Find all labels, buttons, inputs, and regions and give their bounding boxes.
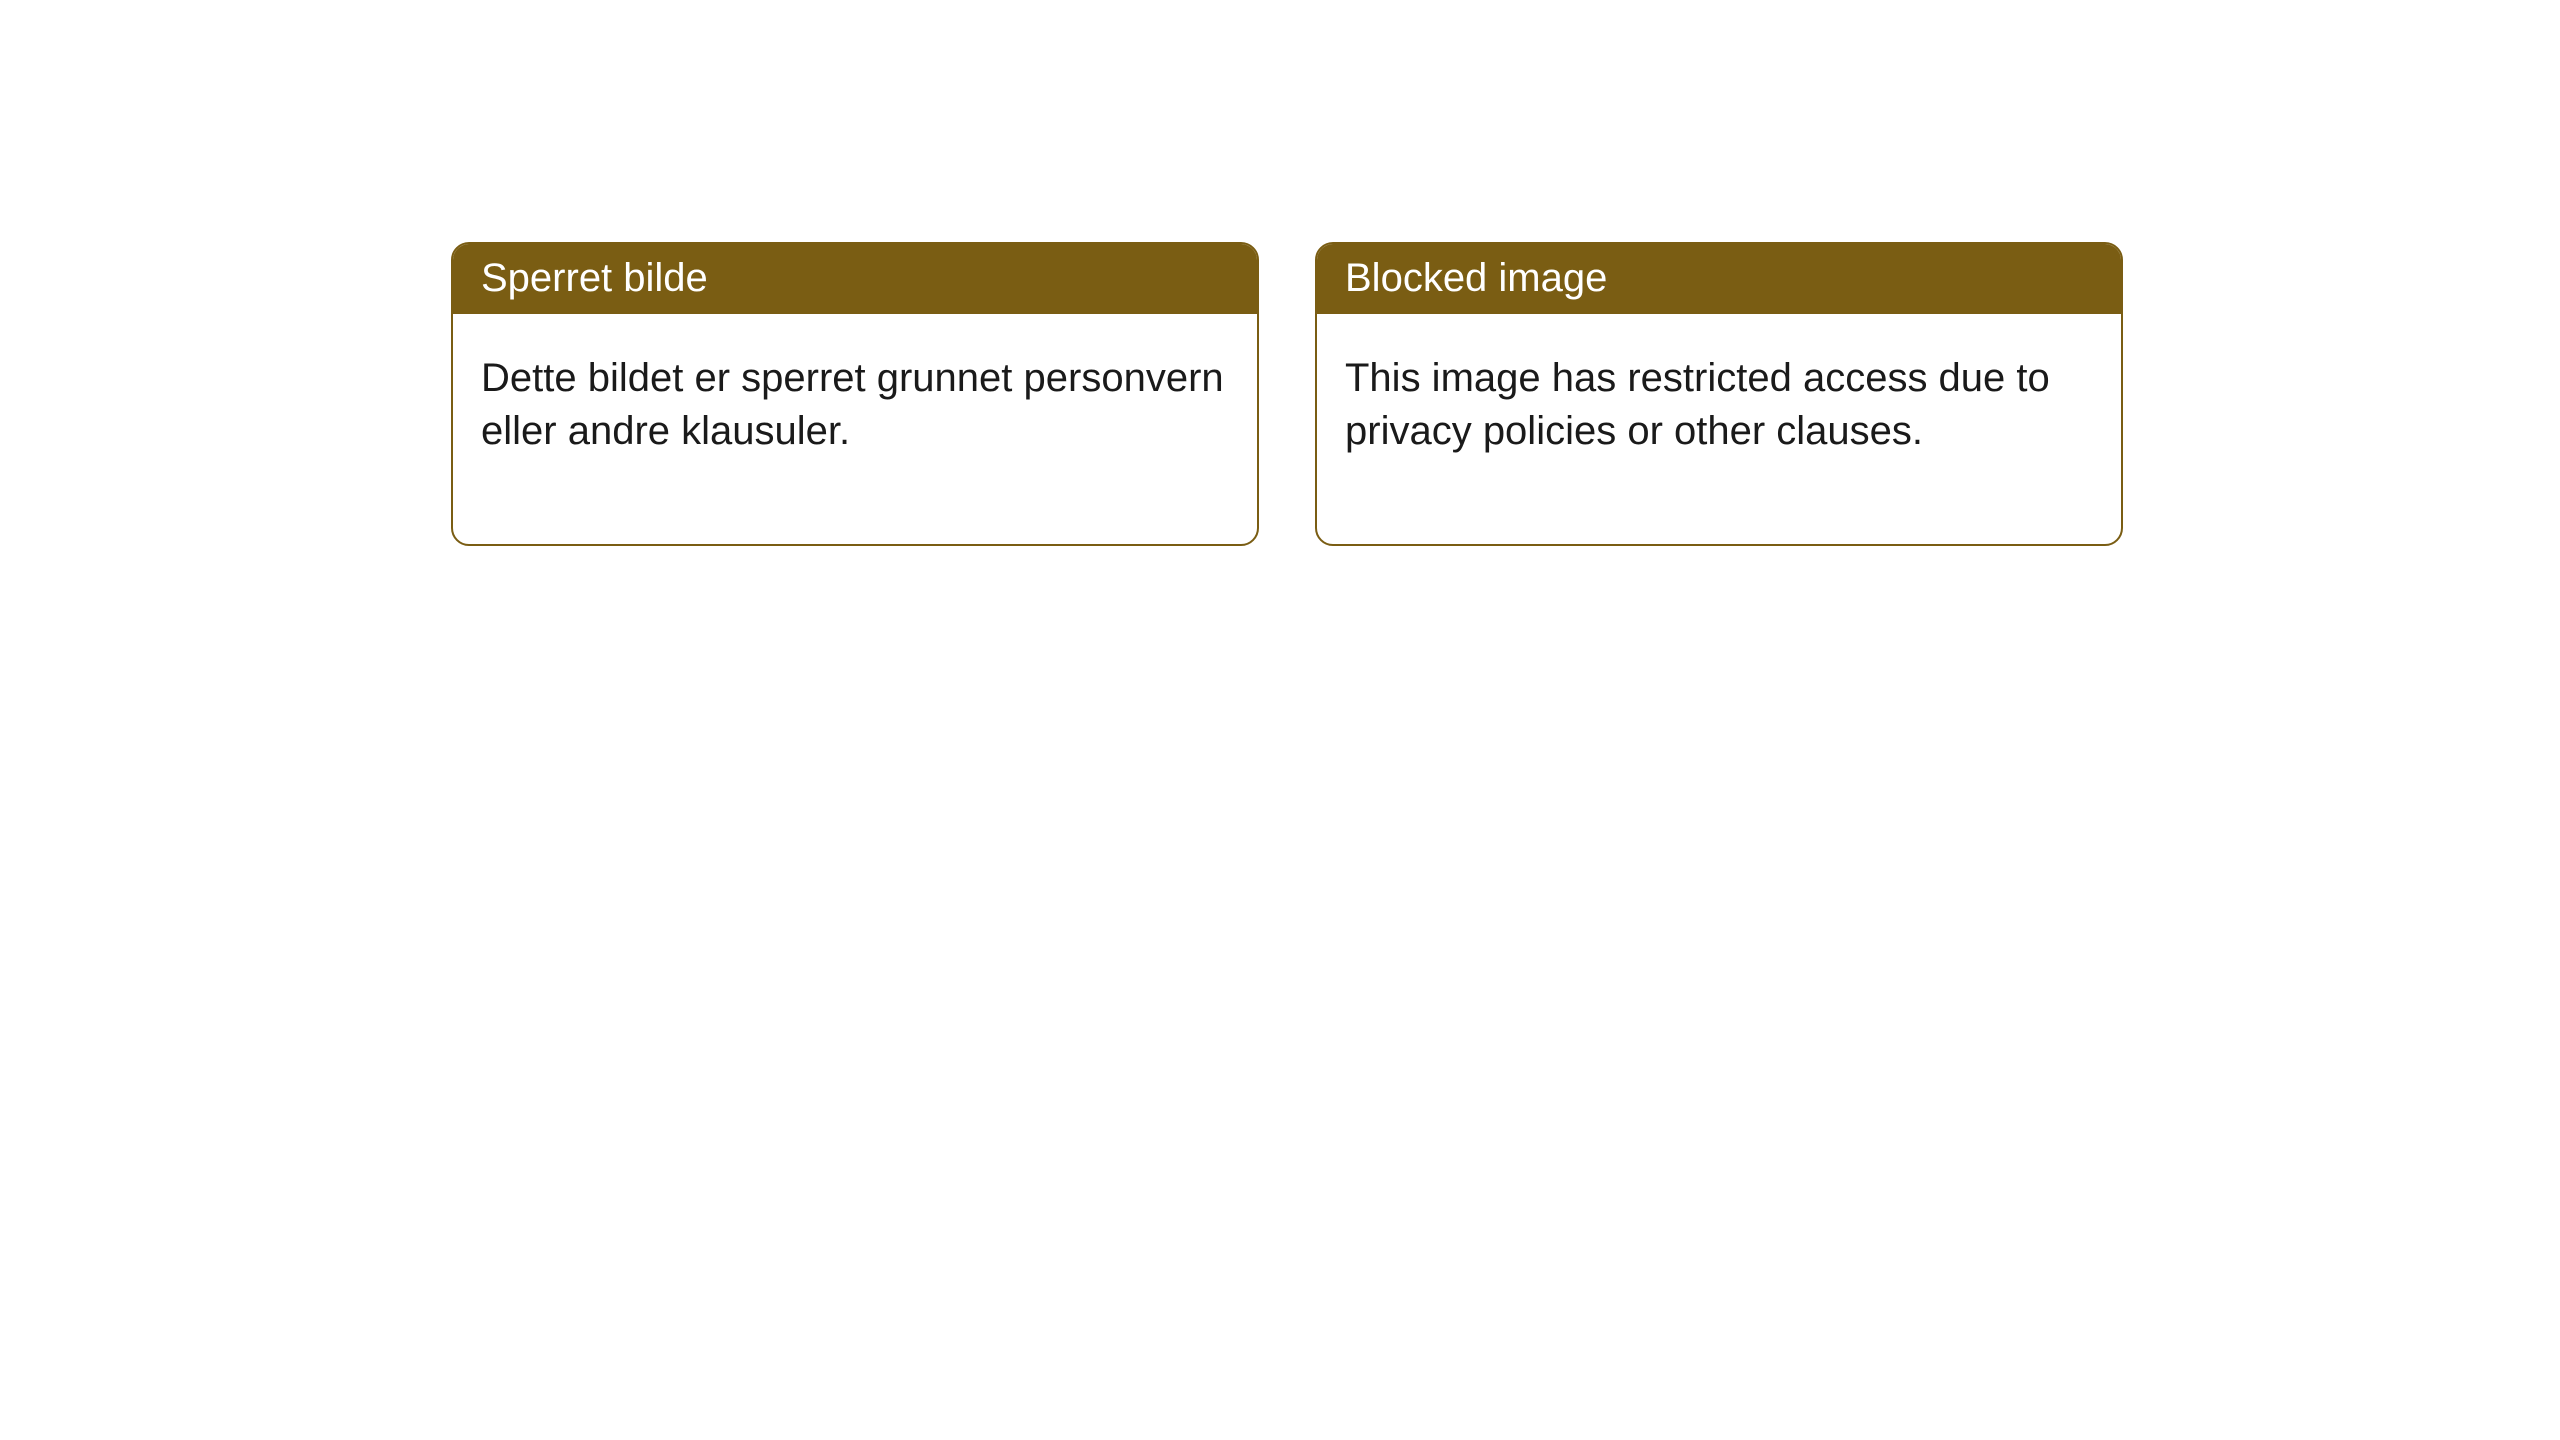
notice-container: Sperret bilde Dette bildet er sperret gr… xyxy=(451,242,2123,546)
notice-card-norwegian: Sperret bilde Dette bildet er sperret gr… xyxy=(451,242,1259,546)
notice-title-english: Blocked image xyxy=(1317,244,2121,314)
notice-title-norwegian: Sperret bilde xyxy=(453,244,1257,314)
notice-body-english: This image has restricted access due to … xyxy=(1317,314,2121,544)
notice-card-english: Blocked image This image has restricted … xyxy=(1315,242,2123,546)
notice-body-norwegian: Dette bildet er sperret grunnet personve… xyxy=(453,314,1257,544)
